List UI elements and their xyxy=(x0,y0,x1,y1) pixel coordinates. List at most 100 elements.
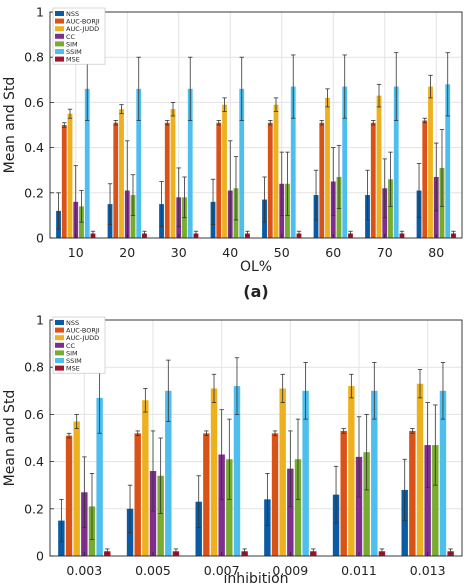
y-tick-label: 0 xyxy=(36,549,44,564)
bar-auc-judd-30 xyxy=(170,109,176,239)
error-bar xyxy=(291,54,296,119)
error-bar xyxy=(311,548,316,555)
legend-swatch xyxy=(55,49,64,54)
error-bar xyxy=(416,163,422,219)
error-bar xyxy=(67,108,73,119)
error-bar xyxy=(142,230,147,237)
error-bar xyxy=(379,548,385,555)
error-bar xyxy=(296,230,302,237)
bar-auc-judd-0.005 xyxy=(142,400,149,556)
error-bar xyxy=(439,129,445,207)
bar-auc-borji-10 xyxy=(61,125,67,238)
legend-label: AUC-BORJI xyxy=(66,327,100,335)
legend-label: SIM xyxy=(66,40,78,48)
legend-label: CC xyxy=(66,342,76,350)
error-bar xyxy=(119,104,124,115)
error-bar xyxy=(333,465,339,524)
error-bar xyxy=(211,373,217,404)
x-tick-label: 30 xyxy=(171,245,187,260)
bar-auc-judd-80 xyxy=(428,86,433,238)
axes-frame xyxy=(49,319,463,557)
bar-sim-20 xyxy=(130,195,136,238)
error-bar xyxy=(295,418,301,500)
bar-auc-judd-40 xyxy=(222,104,227,238)
error-bar xyxy=(239,56,244,121)
legend-label: SSIM xyxy=(66,357,82,365)
error-bar xyxy=(341,428,346,434)
bar-auc-judd-50 xyxy=(273,104,279,238)
bar-auc-borji-20 xyxy=(113,122,119,238)
error-bar xyxy=(336,144,342,210)
chart-panel-1: 0 0.2 0.4 0.6 0.8 1 0.003 0.005 0.007 0.009 0.011 0… xyxy=(2,313,463,587)
bar-nss-0.009 xyxy=(264,499,271,556)
bar-auc-borji-70 xyxy=(370,122,376,238)
error-bar xyxy=(66,432,72,439)
bar-auc-borji-40 xyxy=(216,122,222,238)
error-bar xyxy=(170,102,176,117)
error-bar xyxy=(319,120,324,126)
error-bar xyxy=(59,498,64,543)
bar-ssim-0.011 xyxy=(371,390,378,556)
bar-auc-borji-0.005 xyxy=(134,433,141,556)
bar-ssim-70 xyxy=(393,86,399,238)
error-bar xyxy=(196,475,201,529)
error-bar xyxy=(159,181,164,228)
bar-auc-borji-80 xyxy=(422,120,428,238)
bar-auc-borji-0.003 xyxy=(65,435,73,556)
legend-swatch xyxy=(55,320,64,325)
x-tick-label: 0.007 xyxy=(204,563,240,578)
legend-swatch xyxy=(55,41,64,47)
error-bar xyxy=(451,230,456,237)
y-tick-label: 0.8 xyxy=(24,50,44,65)
bar-auc-borji-0.007 xyxy=(203,433,210,556)
bar-auc-judd-0.013 xyxy=(416,383,424,556)
error-bar xyxy=(182,176,187,219)
error-bar xyxy=(280,373,285,404)
x-tick-label: 40 xyxy=(222,245,238,260)
error-bar xyxy=(422,117,427,124)
error-bar xyxy=(445,52,450,117)
x-tick-label: 0.009 xyxy=(272,563,308,578)
error-bar xyxy=(272,430,278,437)
plot-area xyxy=(50,320,462,556)
bar-ssim-50 xyxy=(290,86,296,238)
bar-auc-borji-50 xyxy=(267,122,273,238)
bar-ssim-0.005 xyxy=(165,390,172,556)
legend-swatch xyxy=(55,358,64,363)
bar-nss-0.013 xyxy=(401,489,408,556)
error-bar xyxy=(166,359,171,422)
x-axis-label: inhibition xyxy=(223,571,288,587)
bar-auc-judd-0.007 xyxy=(210,388,218,556)
bar-cc-0.005 xyxy=(149,471,157,556)
error-bar xyxy=(56,192,61,230)
legend-label: NSS xyxy=(66,10,79,18)
bar-auc-judd-70 xyxy=(376,95,382,239)
bar-sim-0.009 xyxy=(294,459,302,556)
legend-swatch xyxy=(55,335,64,341)
legend-label: SSIM xyxy=(66,48,82,56)
bar-ssim-0.013 xyxy=(439,390,447,556)
legend-swatch xyxy=(55,11,64,16)
legend-label: MSE xyxy=(66,365,80,373)
bar-sim-0.005 xyxy=(157,475,164,556)
legend-swatch xyxy=(55,56,64,62)
x-tick-label: 0.011 xyxy=(341,563,377,578)
error-bar xyxy=(74,413,79,429)
error-bar xyxy=(372,362,377,420)
y-tick-label: 0.4 xyxy=(24,140,44,155)
error-bar xyxy=(434,142,439,212)
error-bar xyxy=(440,362,446,420)
error-bar xyxy=(176,167,181,228)
y-tick-label: 0.4 xyxy=(24,454,44,469)
bar-sim-0.011 xyxy=(363,452,370,556)
error-bar xyxy=(285,151,290,216)
error-bar xyxy=(90,230,96,237)
bar-ssim-40 xyxy=(239,88,245,238)
legend-label: NSS xyxy=(66,319,79,327)
bar-sim-70 xyxy=(388,179,393,238)
error-bar xyxy=(342,54,347,119)
x-tick-label: 10 xyxy=(68,245,84,260)
bar-ssim-20 xyxy=(136,88,142,238)
